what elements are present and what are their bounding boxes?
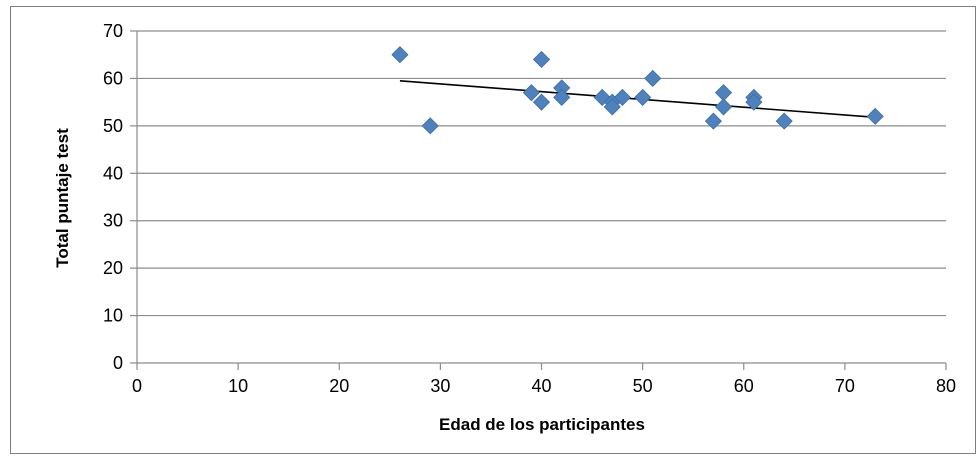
data-point bbox=[532, 50, 551, 69]
chart-frame bbox=[10, 6, 976, 454]
y-tick-labels: 0 10 20 30 40 50 60 70 bbox=[103, 21, 123, 373]
x-tick-label-0: 0 bbox=[132, 376, 142, 396]
x-tick-label-70: 70 bbox=[835, 376, 855, 396]
data-point bbox=[421, 117, 439, 135]
data-point bbox=[714, 84, 733, 102]
data-point bbox=[775, 112, 793, 130]
y-axis-title: Total puntaje test bbox=[53, 128, 72, 268]
data-point bbox=[634, 88, 652, 106]
y-tick-label-0: 0 bbox=[113, 353, 123, 373]
data-point bbox=[866, 107, 884, 125]
x-tick-label-60: 60 bbox=[734, 376, 754, 396]
data-point bbox=[714, 98, 733, 116]
y-tick-label-30: 30 bbox=[103, 211, 123, 231]
data-point bbox=[745, 93, 763, 111]
data-point bbox=[532, 93, 551, 111]
x-tick-label-20: 20 bbox=[329, 376, 349, 396]
data-point bbox=[644, 69, 662, 87]
y-tick-label-60: 60 bbox=[103, 68, 123, 88]
data-point bbox=[391, 46, 409, 64]
x-axis-title: Edad de los participantes bbox=[439, 415, 645, 434]
x-tick-label-40: 40 bbox=[531, 376, 551, 396]
data-points bbox=[391, 46, 884, 135]
y-tick-label-40: 40 bbox=[103, 163, 123, 183]
y-tick-label-70: 70 bbox=[103, 21, 123, 41]
x-tick-labels: 0 10 20 30 40 50 60 70 80 bbox=[132, 376, 956, 396]
axes bbox=[130, 30, 947, 370]
data-point bbox=[704, 112, 722, 130]
gridlines bbox=[137, 30, 946, 317]
data-point bbox=[603, 98, 621, 116]
data-point bbox=[522, 84, 540, 102]
data-point bbox=[553, 88, 571, 106]
y-tick-label-50: 50 bbox=[103, 116, 123, 136]
x-tick-label-50: 50 bbox=[633, 376, 653, 396]
y-tick-label-10: 10 bbox=[103, 306, 123, 326]
data-point bbox=[613, 88, 631, 106]
x-tick-label-30: 30 bbox=[430, 376, 450, 396]
y-tick-label-20: 20 bbox=[103, 258, 123, 278]
x-tick-label-10: 10 bbox=[228, 376, 248, 396]
x-tick-label-80: 80 bbox=[936, 376, 956, 396]
